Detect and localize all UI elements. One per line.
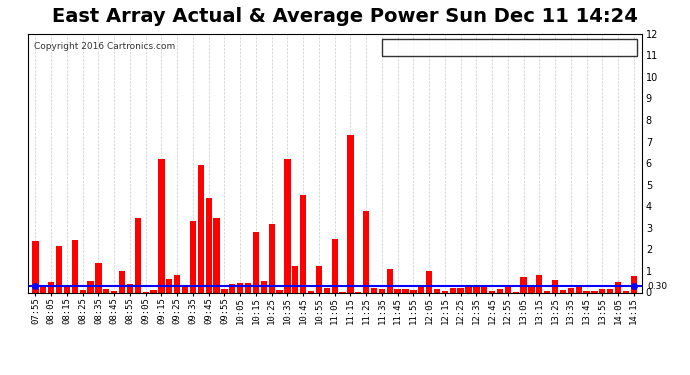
Bar (568, 288, 574, 292)
Bar (40, 286, 46, 292)
Bar (371, 288, 377, 292)
Bar (434, 289, 440, 292)
Bar (591, 291, 598, 292)
Bar (245, 282, 251, 292)
Bar (599, 289, 606, 292)
Bar (450, 288, 456, 292)
Bar (457, 288, 464, 292)
Bar (308, 291, 314, 292)
Bar (229, 284, 235, 292)
Bar (363, 211, 369, 292)
Bar (607, 289, 613, 292)
Bar (190, 221, 196, 292)
Bar (347, 135, 353, 292)
Bar (426, 271, 432, 292)
Bar (261, 280, 267, 292)
Bar (465, 285, 472, 292)
Bar (213, 217, 219, 292)
Bar (166, 279, 172, 292)
Bar (48, 282, 55, 292)
Bar (277, 290, 283, 292)
Bar (411, 290, 417, 292)
Text: Copyright 2016 Cartronics.com: Copyright 2016 Cartronics.com (34, 42, 175, 51)
Bar (268, 224, 275, 292)
Bar (575, 286, 582, 292)
Bar (182, 285, 188, 292)
Bar (560, 290, 566, 292)
Bar (206, 198, 212, 292)
Bar (79, 290, 86, 292)
Bar (504, 287, 511, 292)
Text: 0.30: 0.30 (648, 282, 668, 291)
Bar (72, 240, 78, 292)
Bar (104, 290, 110, 292)
Bar (300, 195, 306, 292)
Bar (127, 284, 133, 292)
Bar (442, 291, 448, 292)
Bar (529, 287, 535, 292)
Bar (623, 291, 629, 292)
Bar (197, 165, 204, 292)
Bar (316, 266, 322, 292)
Bar (111, 291, 117, 292)
Bar (520, 278, 526, 292)
Bar (331, 238, 338, 292)
Bar (237, 283, 244, 292)
Bar (63, 285, 70, 292)
Bar (88, 281, 94, 292)
Bar (32, 241, 39, 292)
Bar (552, 280, 558, 292)
Bar (402, 289, 408, 292)
Bar (386, 269, 393, 292)
Bar (284, 159, 290, 292)
Bar (544, 291, 551, 292)
Bar (292, 266, 299, 292)
Bar (418, 287, 424, 292)
Bar (158, 159, 165, 292)
Bar (489, 291, 495, 292)
Bar (174, 275, 180, 292)
Bar (56, 246, 62, 292)
Bar (379, 290, 385, 292)
Bar (473, 287, 480, 292)
Bar (221, 289, 228, 292)
Bar (95, 263, 101, 292)
Bar (497, 289, 503, 292)
Bar (615, 282, 621, 292)
Text: East Array Actual & Average Power Sun Dec 11 14:24: East Array Actual & Average Power Sun De… (52, 8, 638, 27)
Bar (481, 287, 487, 292)
Bar (253, 232, 259, 292)
Bar (324, 288, 330, 292)
Bar (150, 290, 157, 292)
Bar (135, 218, 141, 292)
Bar (584, 291, 590, 292)
Bar (536, 275, 542, 292)
Bar (395, 289, 401, 292)
Bar (119, 272, 125, 292)
Legend: Average  (DC Watts), East Array  (DC Watts): Average (DC Watts), East Array (DC Watts… (382, 39, 637, 56)
Bar (631, 276, 637, 292)
